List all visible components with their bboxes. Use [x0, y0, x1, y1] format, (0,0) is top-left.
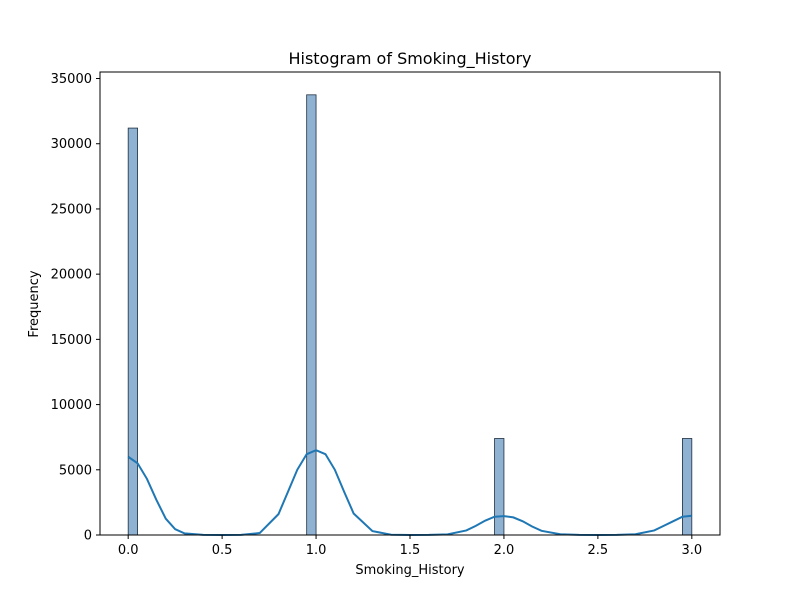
x-tick-label: 0.5: [212, 543, 233, 558]
x-axis-ticks: 0.0 0.5 1.0 1.5 2.0 2.5 3.0: [118, 535, 702, 558]
x-tick-label: 3.0: [681, 543, 702, 558]
chart-title: Histogram of Smoking_History: [288, 49, 531, 69]
y-axis-ticks: 0 5000 10000 15000 20000 25000 30000 35000: [51, 72, 100, 544]
y-tick-label: 15000: [51, 333, 92, 348]
y-tick-label: 20000: [51, 268, 92, 283]
y-tick-label: 30000: [51, 137, 92, 152]
y-tick-label: 5000: [59, 463, 92, 478]
x-axis-label: Smoking_History: [355, 563, 465, 578]
histogram-bar: [306, 94, 317, 536]
x-tick-label: 1.0: [306, 543, 327, 558]
y-tick-label: 25000: [51, 202, 92, 217]
histogram-bar: [682, 438, 693, 536]
histogram-bars: [127, 94, 693, 536]
y-axis-label: Frequency: [27, 270, 42, 337]
x-tick-label: 0.0: [118, 543, 139, 558]
histogram-bar: [494, 438, 505, 536]
histogram-bar: [127, 127, 138, 536]
x-tick-label: 1.5: [400, 543, 421, 558]
plot-area-frame: [99, 71, 721, 536]
x-tick-label: 2.5: [588, 543, 609, 558]
y-tick-label: 0: [84, 529, 92, 544]
y-tick-label: 10000: [51, 398, 92, 413]
kde-curve: [127, 449, 692, 537]
x-tick-label: 2.0: [494, 543, 515, 558]
y-tick-label: 35000: [51, 72, 92, 87]
